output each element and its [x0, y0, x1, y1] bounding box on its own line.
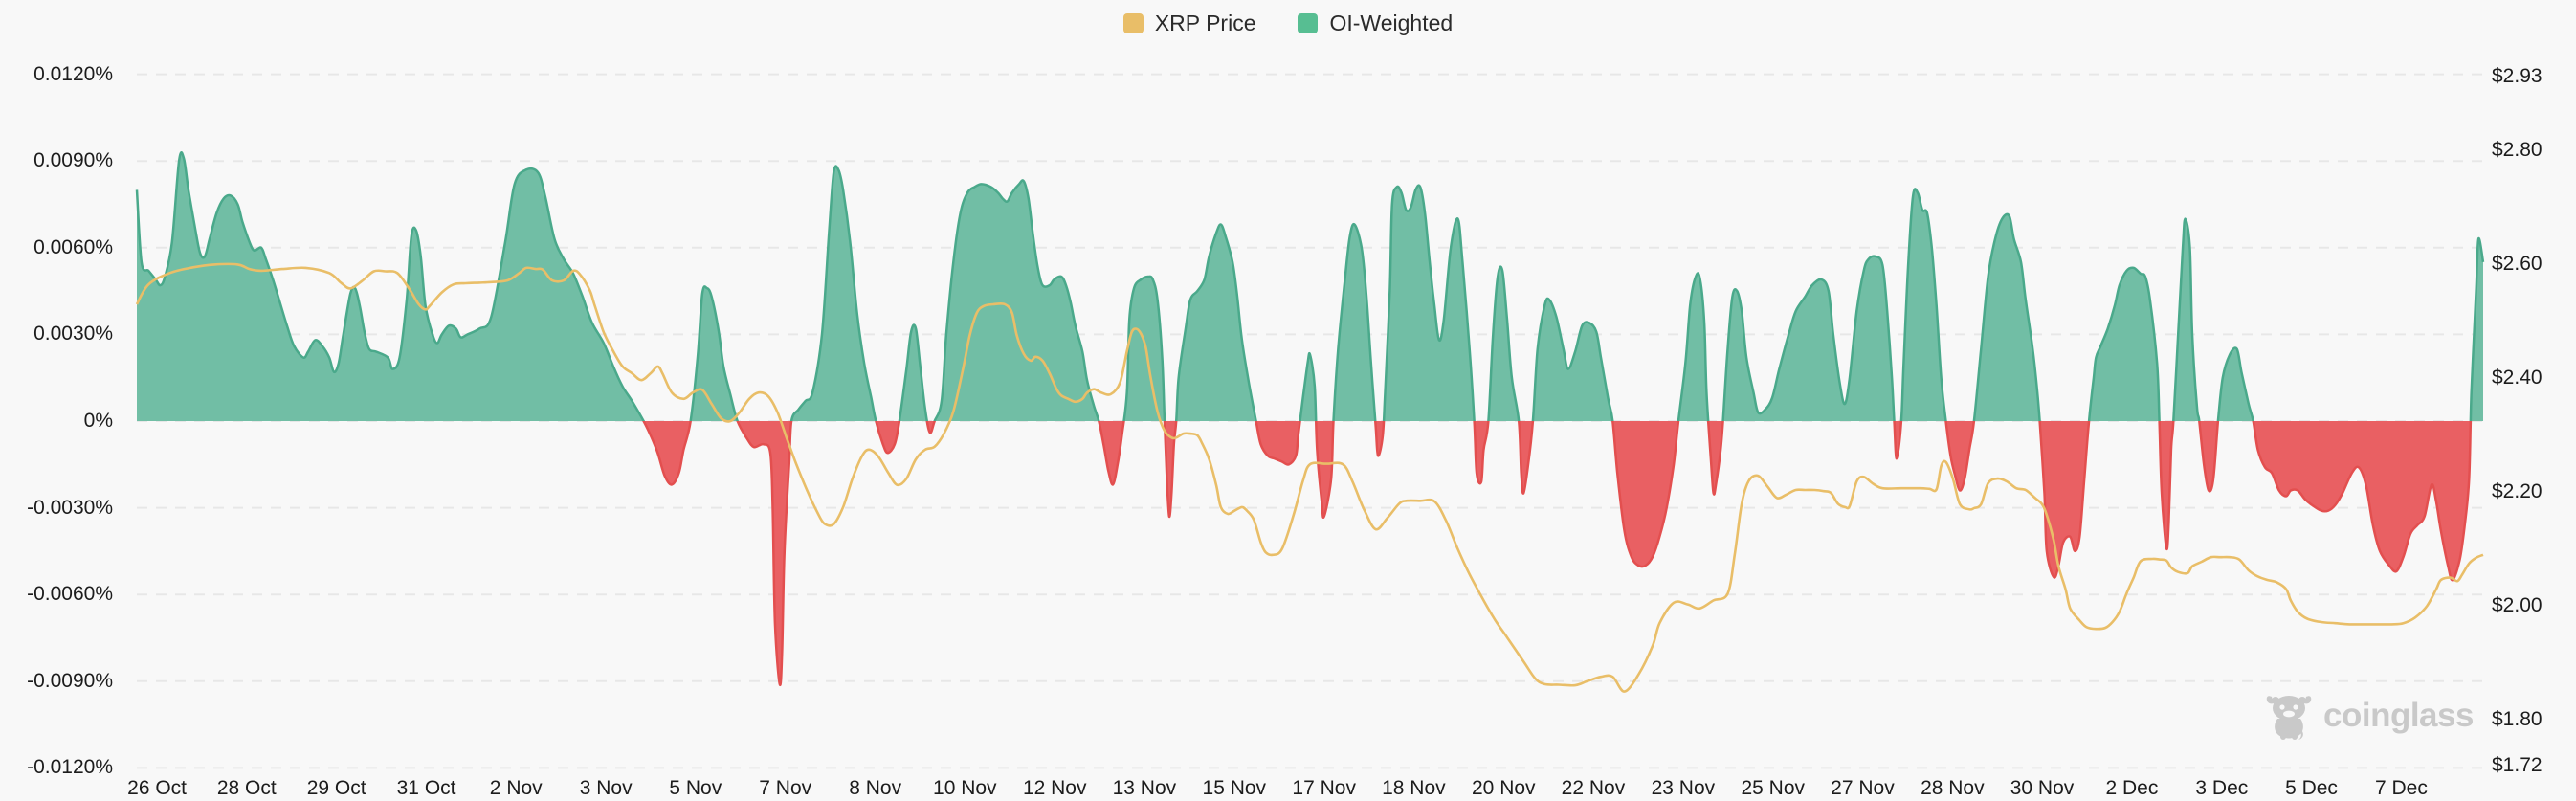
xrp-price-line: [135, 262, 2484, 693]
chart-legend: XRP Price OI-Weighted: [0, 6, 2576, 40]
x-axis-tick-label: 8 Nov: [849, 777, 902, 799]
x-axis-tick-label: 20 Nov: [1472, 777, 1536, 799]
x-axis-tick-label: 27 Nov: [1831, 777, 1895, 799]
gridlines: [137, 73, 2483, 769]
right-axis-tick-label: $1.80: [2492, 708, 2543, 731]
x-axis-tick-label: 26 Oct: [127, 777, 188, 799]
x-axis-tick-label: 25 Nov: [1741, 777, 1806, 799]
legend-label-xrp-price: XRP Price: [1154, 10, 1256, 35]
legend-item-xrp-price[interactable]: XRP Price: [1122, 10, 1256, 36]
left-axis-tick-label: -0.0060%: [27, 583, 113, 606]
right-axis-tick-label: $2.60: [2492, 253, 2543, 276]
right-axis-tick-label: $1.72: [2492, 754, 2543, 776]
left-axis-tick-label: 0.0120%: [33, 62, 113, 85]
xrp-price-swatch-icon: [1122, 12, 1144, 33]
x-axis-tick-label: 7 Nov: [759, 777, 812, 799]
legend-label-oi-weighted: OI-Weighted: [1329, 10, 1454, 35]
x-axis-tick-label: 12 Nov: [1022, 777, 1087, 799]
oi-weighted-positive-edge: [135, 151, 2485, 421]
x-axis-tick-label: 17 Nov: [1292, 777, 1356, 799]
oi-weighted-swatch-icon: [1298, 12, 1319, 33]
x-axis-tick-label: 7 Dec: [2374, 777, 2428, 799]
right-axis-tick-label: $2.00: [2492, 594, 2543, 617]
x-axis-tick-label: 18 Nov: [1382, 777, 1446, 799]
oi-weighted-positive-area: [137, 152, 2483, 421]
bull-mascot-icon: [2266, 696, 2312, 740]
x-axis-tick-label: 30 Nov: [2010, 777, 2075, 799]
x-axis-tick-label: 3 Dec: [2195, 777, 2249, 799]
watermark-label: coinglass: [2323, 697, 2474, 734]
legend-item-oi-weighted[interactable]: OI-Weighted: [1298, 11, 1453, 36]
x-axis-tick-label: 2 Dec: [2105, 777, 2159, 799]
right-axis-tick-label: $2.93: [2492, 65, 2543, 87]
x-axis-tick-label: 3 Nov: [579, 777, 633, 799]
x-axis-tick-label: 22 Nov: [1561, 777, 1626, 799]
left-axis-tick-label: 0.0060%: [33, 235, 113, 258]
left-axis-tick-label: -0.0090%: [27, 669, 113, 692]
x-axis-tick-label: 5 Dec: [2285, 777, 2338, 799]
x-axis-tick-label: 31 Oct: [396, 777, 456, 799]
x-axis-tick-label: 28 Oct: [216, 777, 277, 799]
right-axis-tick-label: $2.80: [2492, 139, 2543, 162]
left-axis-tick-label: 0.0090%: [33, 149, 113, 172]
x-axis-tick-label: 15 Nov: [1202, 777, 1267, 799]
right-axis-tick-label: $2.20: [2492, 480, 2543, 503]
right-axis-tick-label: $2.40: [2492, 367, 2543, 389]
x-axis-tick-label: 2 Nov: [489, 777, 543, 799]
left-axis-tick-label: 0.0030%: [33, 323, 113, 345]
x-axis-tick-label: 10 Nov: [933, 777, 997, 799]
x-axis-tick-label: 5 Nov: [669, 777, 722, 799]
left-axis-tick-label: -0.0120%: [27, 756, 113, 779]
x-axis-tick-label: 29 Oct: [306, 777, 366, 799]
left-axis-tick-label: -0.0030%: [27, 496, 113, 519]
left-axis-tick-label: 0%: [83, 410, 113, 432]
oi-weighted-negative-edge: [642, 421, 2473, 687]
coinglass-watermark: coinglass: [2264, 691, 2474, 741]
x-axis-tick-label: 23 Nov: [1651, 777, 1716, 799]
x-axis-tick-label: 28 Nov: [1921, 777, 1985, 799]
x-axis-tick-label: 13 Nov: [1112, 777, 1177, 799]
